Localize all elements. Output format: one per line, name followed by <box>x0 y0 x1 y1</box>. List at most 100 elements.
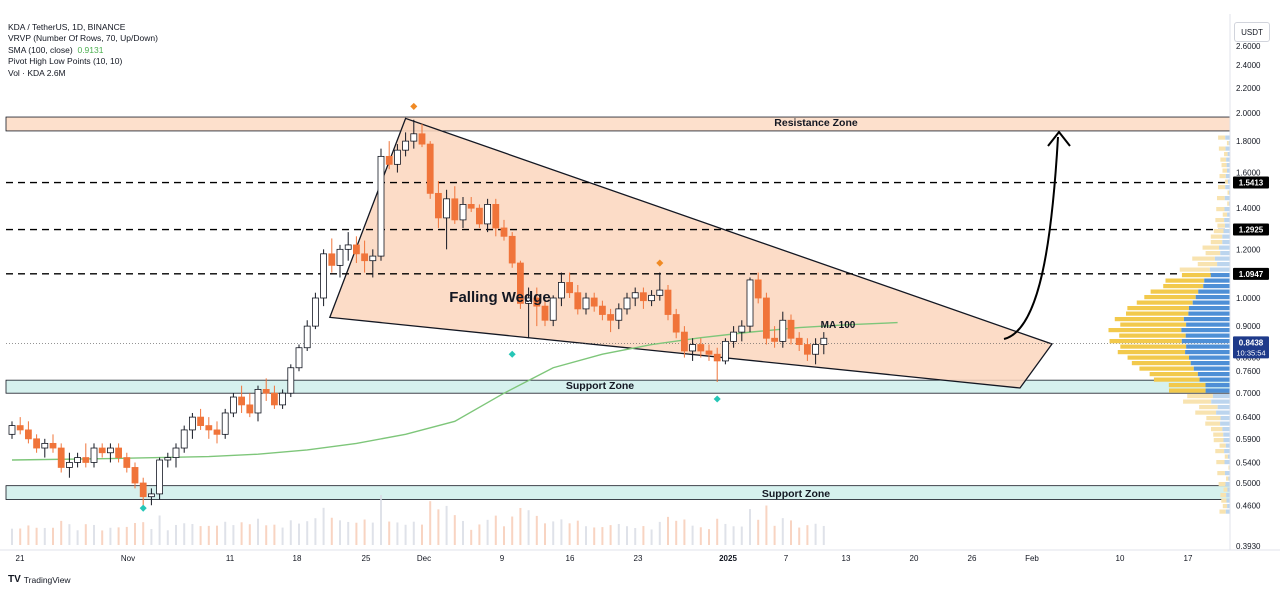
volume-bar <box>77 530 79 545</box>
last-price-label: 0.8438 <box>1239 338 1264 347</box>
volume-bar <box>724 524 726 545</box>
candle-body <box>280 393 286 405</box>
volume-bar <box>487 520 489 545</box>
volume-bar <box>142 522 144 545</box>
profile-row-up <box>1203 246 1219 250</box>
profile-row-up <box>1115 317 1184 321</box>
profile-row-up <box>1214 229 1224 233</box>
volume-bar <box>577 521 579 545</box>
volume-bar <box>675 521 677 545</box>
profile-row-down <box>1194 367 1230 371</box>
candle-body <box>493 204 499 228</box>
volume-bar <box>44 528 46 545</box>
candle-body <box>173 448 179 458</box>
symbol-title[interactable]: KDA / TetherUS, 1D, BINANCE <box>8 22 158 33</box>
volume-legend[interactable]: Vol · KDA 2.6M <box>8 68 158 79</box>
volume-bar <box>659 522 661 545</box>
volume-bar <box>216 526 218 545</box>
profile-row-up <box>1166 279 1205 283</box>
candle-body <box>222 413 228 434</box>
volume-bar <box>364 520 366 545</box>
level-badge-label: 1.5413 <box>1239 179 1264 188</box>
volume-bar <box>68 524 70 545</box>
profile-row-down <box>1220 251 1230 255</box>
support-zone-upper-label: Support Zone <box>566 380 634 392</box>
volume-bar <box>421 525 423 545</box>
profile-row-up <box>1120 345 1186 349</box>
profile-row-down <box>1225 196 1230 200</box>
currency-button[interactable]: USDT <box>1234 22 1270 42</box>
candle-body <box>624 298 630 309</box>
volume-bar <box>601 527 603 545</box>
profile-row-up <box>1214 438 1224 442</box>
price-tick-label: 0.7600 <box>1236 367 1261 376</box>
price-tick-label: 2.2000 <box>1236 84 1261 93</box>
candle-body <box>25 430 31 439</box>
candle-body <box>124 458 130 468</box>
volume-bar <box>815 524 817 545</box>
candle-18 <box>157 458 163 500</box>
profile-row-down <box>1206 389 1230 393</box>
volume-bar <box>36 528 38 545</box>
profile-row-down <box>1226 510 1230 514</box>
volume-bar <box>273 525 275 545</box>
candle-body <box>263 389 269 393</box>
candle-body <box>165 458 171 460</box>
falling-wedge-label: Falling Wedge <box>449 289 550 306</box>
vrvp-legend[interactable]: VRVP (Number Of Rows, 70, Up/Down) <box>8 33 158 44</box>
profile-row-down <box>1215 257 1230 261</box>
time-tick-label: 23 <box>634 554 643 563</box>
profile-row-up <box>1132 361 1191 365</box>
volume-bar <box>700 527 702 545</box>
volume-bar <box>323 508 325 545</box>
candle-body <box>247 405 253 413</box>
profile-row-up <box>1192 257 1215 261</box>
candle-body <box>804 345 810 355</box>
candle-body <box>567 282 573 292</box>
profile-row-down <box>1213 394 1230 398</box>
profile-row-up <box>1144 295 1195 299</box>
pivot-legend[interactable]: Pivot High Low Points (10, 10) <box>8 56 158 67</box>
candle-92 <box>763 293 769 345</box>
volume-bar <box>27 525 29 545</box>
volume-bar <box>331 518 333 545</box>
tradingview-logo[interactable]: TV TradingView <box>8 574 71 585</box>
candle-body <box>550 298 556 320</box>
zone-2 <box>6 486 1230 500</box>
candle-61 <box>509 232 515 268</box>
volume-bar <box>806 525 808 545</box>
candle-body <box>731 332 737 341</box>
profile-row-down <box>1186 323 1230 327</box>
time-tick-label: 9 <box>500 554 505 563</box>
profile-row-up <box>1205 422 1220 426</box>
profile-row-down <box>1222 427 1230 431</box>
profile-row-down <box>1224 207 1230 211</box>
candle-body <box>714 354 720 361</box>
ma-100-label: MA 100 <box>821 320 856 331</box>
candle-body <box>575 293 581 309</box>
time-tick-label: 21 <box>16 554 25 563</box>
volume-bar <box>585 526 587 545</box>
volume-bar <box>757 520 759 545</box>
profile-row-up <box>1219 147 1226 151</box>
sma-legend[interactable]: SMA (100, close) 0.9131 <box>8 45 158 56</box>
candle-body <box>419 134 425 144</box>
time-tick-label: 10 <box>1116 554 1125 563</box>
candle-body <box>345 245 351 249</box>
candle-body <box>99 448 105 453</box>
candle-body <box>214 430 220 434</box>
candle-body <box>698 345 704 351</box>
profile-row-down <box>1191 361 1230 365</box>
candle-body <box>608 315 614 321</box>
profile-row-up <box>1119 334 1185 338</box>
volume-bar <box>470 530 472 545</box>
candle-body <box>296 348 302 368</box>
price-tick-label: 1.6000 <box>1236 169 1261 178</box>
profile-row-down <box>1225 136 1230 140</box>
candle-body <box>583 298 589 309</box>
volume-bar <box>249 524 251 545</box>
profile-row-down <box>1189 306 1230 310</box>
profile-row-down <box>1204 279 1230 283</box>
